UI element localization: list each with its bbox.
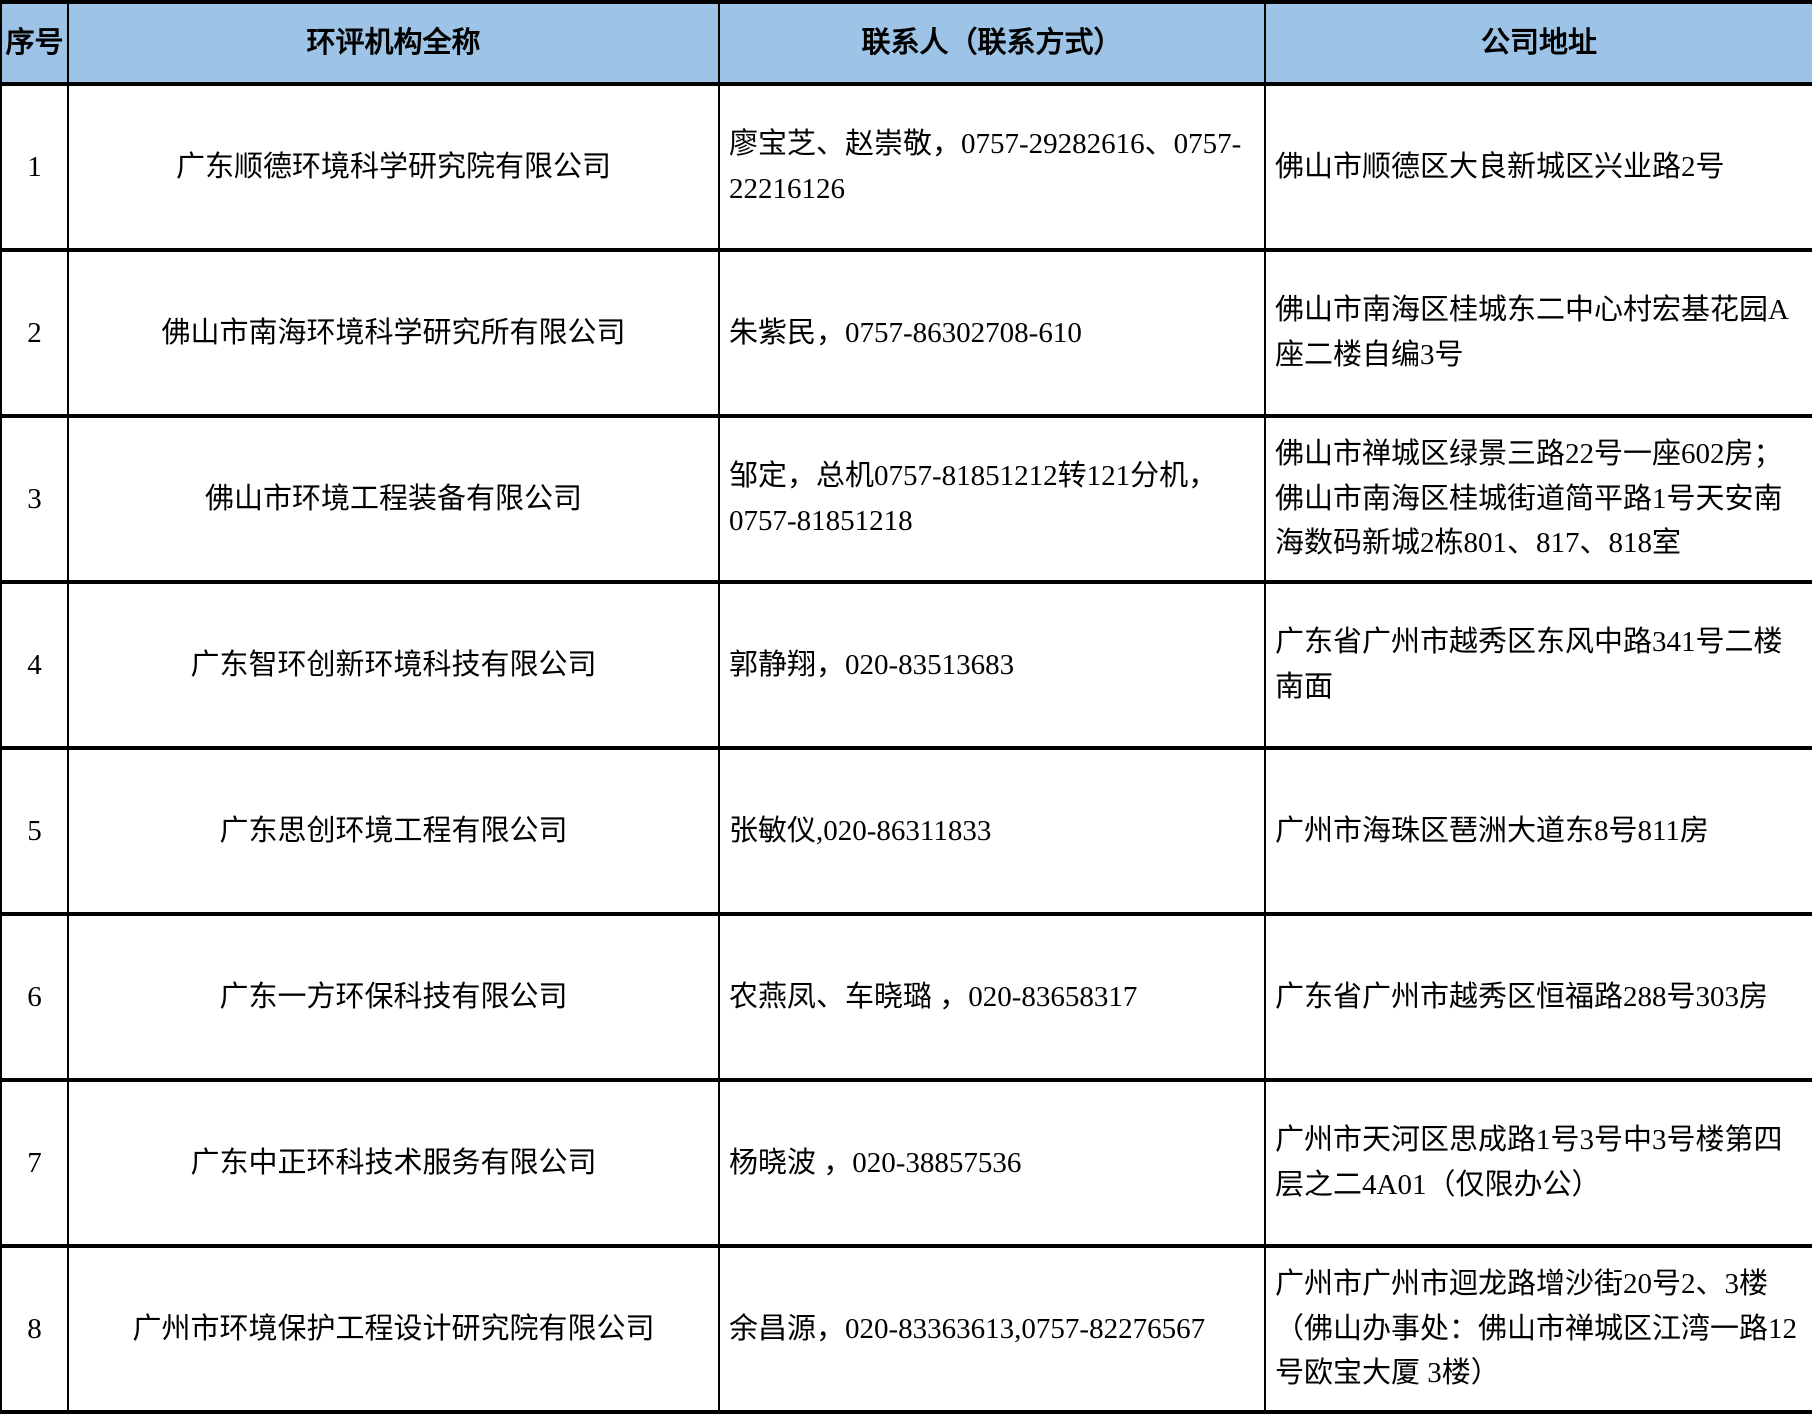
cell-contact: 张敏仪,020-86311833 <box>718 746 1266 916</box>
table-body: 1 广东顺德环境科学研究院有限公司 廖宝芝、赵崇敬，0757-29282616、… <box>0 82 1812 1414</box>
cell-serial: 4 <box>0 580 69 750</box>
cell-address: 广州市广州市迴龙路增沙街20号2、3楼（佛山办事处：佛山市禅城区江湾一路12号欧… <box>1264 1244 1812 1414</box>
cell-contact: 杨晓波 ，020-38857536 <box>718 1078 1266 1248</box>
cell-agency-name: 广东中正环科技术服务有限公司 <box>67 1078 720 1248</box>
cell-serial: 5 <box>0 746 69 916</box>
cell-address: 广东省广州市越秀区恒福路288号303房 <box>1264 912 1812 1082</box>
cell-contact: 邹定，总机0757-81851212转121分机，0757-81851218 <box>718 414 1266 584</box>
table-row: 6 广东一方环保科技有限公司 农燕凤、车晓璐 ，020-83658317 广东省… <box>0 912 1812 1082</box>
table-row: 4 广东智环创新环境科技有限公司 郭静翔，020-83513683 广东省广州市… <box>0 580 1812 750</box>
col-header-agency-name: 环评机构全称 <box>67 0 720 86</box>
cell-agency-name: 佛山市南海环境科学研究所有限公司 <box>67 248 720 418</box>
table-header: 序号 环评机构全称 联系人（联系方式） 公司地址 <box>0 0 1812 86</box>
cell-serial: 8 <box>0 1244 69 1414</box>
cell-serial: 7 <box>0 1078 69 1248</box>
cell-serial: 1 <box>0 82 69 252</box>
cell-contact: 朱紫民，0757-86302708-610 <box>718 248 1266 418</box>
cell-address: 佛山市南海区桂城东二中心村宏基花园A座二楼自编3号 <box>1264 248 1812 418</box>
cell-agency-name: 广东一方环保科技有限公司 <box>67 912 720 1082</box>
table-row: 5 广东思创环境工程有限公司 张敏仪,020-86311833 广州市海珠区琶洲… <box>0 746 1812 916</box>
cell-contact: 余昌源，020-83363613,0757-82276567 <box>718 1244 1266 1414</box>
cell-contact: 农燕凤、车晓璐 ，020-83658317 <box>718 912 1266 1082</box>
table-row: 8 广州市环境保护工程设计研究院有限公司 余昌源，020-83363613,07… <box>0 1244 1812 1414</box>
col-header-contact: 联系人（联系方式） <box>718 0 1266 86</box>
cell-address: 佛山市禅城区绿景三路22号一座602房；佛山市南海区桂城街道简平路1号天安南海数… <box>1264 414 1812 584</box>
cell-agency-name: 广东顺德环境科学研究院有限公司 <box>67 82 720 252</box>
table-row: 7 广东中正环科技术服务有限公司 杨晓波 ，020-38857536 广州市天河… <box>0 1078 1812 1248</box>
cell-contact: 廖宝芝、赵崇敬，0757-29282616、0757-22216126 <box>718 82 1266 252</box>
cell-agency-name: 佛山市环境工程装备有限公司 <box>67 414 720 584</box>
table-row: 3 佛山市环境工程装备有限公司 邹定，总机0757-81851212转121分机… <box>0 414 1812 584</box>
table-row: 1 广东顺德环境科学研究院有限公司 廖宝芝、赵崇敬，0757-29282616、… <box>0 82 1812 252</box>
cell-serial: 2 <box>0 248 69 418</box>
header-row: 序号 环评机构全称 联系人（联系方式） 公司地址 <box>0 0 1812 86</box>
cell-serial: 6 <box>0 912 69 1082</box>
cell-serial: 3 <box>0 414 69 584</box>
cell-agency-name: 广东思创环境工程有限公司 <box>67 746 720 916</box>
cell-address: 广州市天河区思成路1号3号中3号楼第四层之二4A01（仅限办公） <box>1264 1078 1812 1248</box>
cell-contact: 郭静翔，020-83513683 <box>718 580 1266 750</box>
col-header-serial: 序号 <box>0 0 69 86</box>
cell-agency-name: 广州市环境保护工程设计研究院有限公司 <box>67 1244 720 1414</box>
cell-address: 广东省广州市越秀区东风中路341号二楼南面 <box>1264 580 1812 750</box>
table-row: 2 佛山市南海环境科学研究所有限公司 朱紫民，0757-86302708-610… <box>0 248 1812 418</box>
col-header-address: 公司地址 <box>1264 0 1812 86</box>
cell-agency-name: 广东智环创新环境科技有限公司 <box>67 580 720 750</box>
cell-address: 佛山市顺德区大良新城区兴业路2号 <box>1264 82 1812 252</box>
cell-address: 广州市海珠区琶洲大道东8号811房 <box>1264 746 1812 916</box>
